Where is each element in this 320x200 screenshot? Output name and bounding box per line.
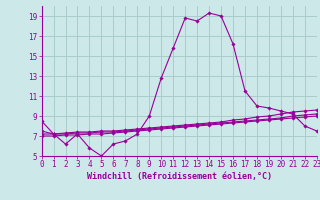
X-axis label: Windchill (Refroidissement éolien,°C): Windchill (Refroidissement éolien,°C) xyxy=(87,172,272,181)
